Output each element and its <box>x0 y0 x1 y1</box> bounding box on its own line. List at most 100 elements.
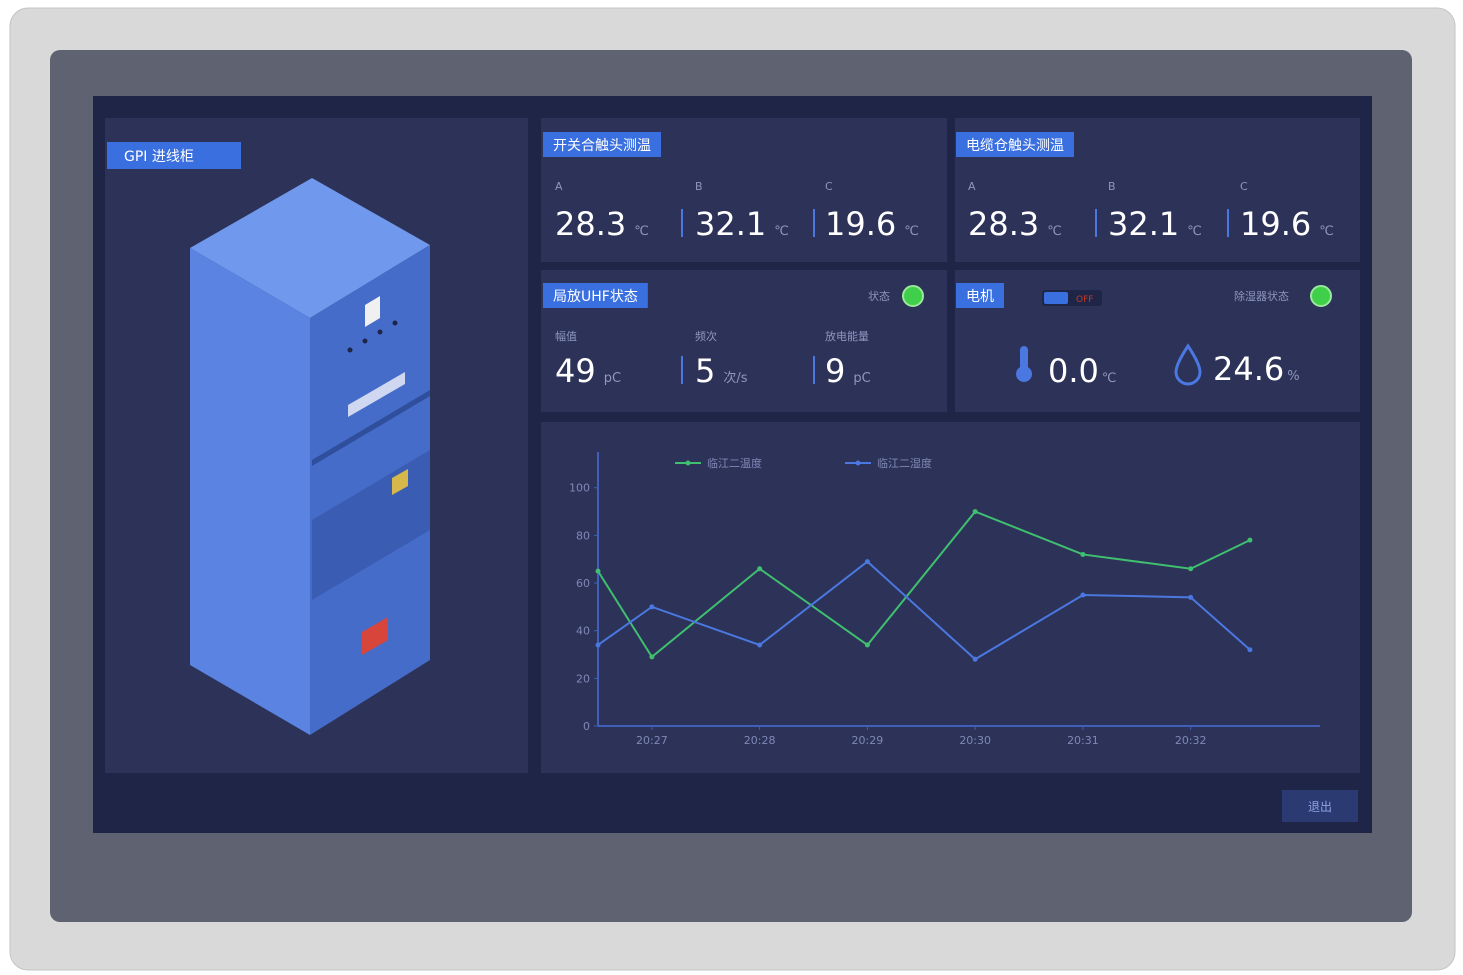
metric: 19.6 ℃ <box>825 205 919 243</box>
panel-title: 电机 <box>966 289 994 305</box>
x-tick-label: 20:28 <box>744 734 776 747</box>
status-label: 状态 <box>868 289 890 303</box>
tag <box>543 283 648 308</box>
tag <box>956 283 1004 308</box>
temperature: 0.0 ℃ <box>1048 352 1117 390</box>
metric: 28.3 ℃ <box>968 205 1062 243</box>
cabinet <box>190 178 430 735</box>
x-tick-label: 20:30 <box>959 734 991 747</box>
metric-label: C <box>825 180 833 193</box>
humidity-icon <box>1174 343 1202 386</box>
unit: ℃ <box>1047 224 1062 239</box>
x-tick-label: 20:27 <box>636 734 668 747</box>
value: 49 <box>555 352 596 390</box>
series-line <box>597 560 1251 661</box>
metric-label: A <box>555 180 563 193</box>
point <box>864 642 870 648</box>
metric-label: 放电能量 <box>825 329 869 343</box>
value: 5 <box>695 352 715 390</box>
metric: 5 次/s <box>695 352 748 390</box>
point <box>1247 647 1253 653</box>
unit: ℃ <box>1319 224 1334 239</box>
point <box>1188 594 1194 600</box>
y-tick-label: 100 <box>569 482 590 495</box>
panel <box>955 270 1360 412</box>
value: 0.0 <box>1048 352 1099 390</box>
x-tick-label: 20:31 <box>1067 734 1099 747</box>
unit: pC <box>853 371 870 386</box>
unit: 次/s <box>723 370 747 386</box>
tag <box>543 132 661 157</box>
y-tick-label: 0 <box>583 720 590 733</box>
panel-title: 开关合触头测温 <box>553 138 651 154</box>
x-tick-label: 20:32 <box>1175 734 1207 747</box>
metric: 32.1 ℃ <box>1108 205 1202 243</box>
value: 32.1 <box>695 205 766 243</box>
thermometer-icon <box>1016 346 1032 382</box>
point <box>649 654 655 660</box>
legend-swatch <box>685 460 691 466</box>
point <box>1247 537 1253 543</box>
series-line <box>597 510 1251 659</box>
metric-label: C <box>1240 180 1248 193</box>
point <box>972 509 978 515</box>
point <box>757 642 763 648</box>
value: 28.3 <box>968 205 1039 243</box>
metric: 49 pC <box>555 352 621 390</box>
metric: 19.6 ℃ <box>1240 205 1334 243</box>
legend-swatch <box>855 460 861 466</box>
value: 9 <box>825 352 845 390</box>
legend-label: 临江二湿度 <box>877 456 932 470</box>
unit: ℃ <box>774 224 789 239</box>
value: 28.3 <box>555 205 626 243</box>
y-tick-label: 20 <box>576 672 590 685</box>
metric-label: B <box>695 180 703 193</box>
unit: pC <box>604 371 621 386</box>
metric-label: B <box>1108 180 1116 193</box>
chart-panel <box>541 422 1360 773</box>
y-tick-label: 80 <box>576 529 590 542</box>
unit: ℃ <box>634 224 649 239</box>
point <box>1080 592 1086 598</box>
toggle-label[interactable]: OFF <box>1076 295 1093 305</box>
panel-title: 局放UHF状态 <box>553 289 638 305</box>
metric-label: A <box>968 180 976 193</box>
value: 32.1 <box>1108 205 1179 243</box>
exit-button[interactable]: 退出 <box>1282 790 1358 822</box>
status-label: 除湿器状态 <box>1234 289 1289 303</box>
point <box>649 604 655 610</box>
humidity: 24.6% <box>1213 350 1300 388</box>
legend-label: 临江二温度 <box>707 456 762 470</box>
metric: 9 pC <box>825 352 871 390</box>
metric-label: 幅值 <box>555 330 577 343</box>
point <box>1080 551 1086 557</box>
unit: % <box>1287 369 1299 384</box>
point <box>1188 566 1194 572</box>
panel-title: 电缆仓触头测温 <box>966 138 1064 154</box>
point <box>757 566 763 572</box>
point <box>595 642 601 648</box>
unit: ℃ <box>904 224 919 239</box>
value: 19.6 <box>825 205 896 243</box>
point <box>972 656 978 662</box>
tag <box>107 142 241 169</box>
value: 24.6 <box>1213 350 1284 388</box>
metric-label: 频次 <box>695 329 717 343</box>
point <box>595 568 601 574</box>
panel-title: GPI 进线柜 <box>124 149 194 165</box>
toggle[interactable]: OFF <box>1042 290 1102 306</box>
point <box>864 559 870 565</box>
y-tick-label: 60 <box>576 577 590 590</box>
tag <box>956 132 1074 157</box>
button-label[interactable]: 退出 <box>1308 800 1332 814</box>
status-indicator <box>1310 285 1332 307</box>
unit: ℃ <box>1187 224 1202 239</box>
metric: 32.1 ℃ <box>695 205 789 243</box>
x-tick-label: 20:29 <box>852 734 884 747</box>
unit: ℃ <box>1102 371 1117 386</box>
status-indicator <box>902 285 924 307</box>
metric: 28.3 ℃ <box>555 205 649 243</box>
value: 19.6 <box>1240 205 1311 243</box>
y-tick-label: 40 <box>576 625 590 638</box>
